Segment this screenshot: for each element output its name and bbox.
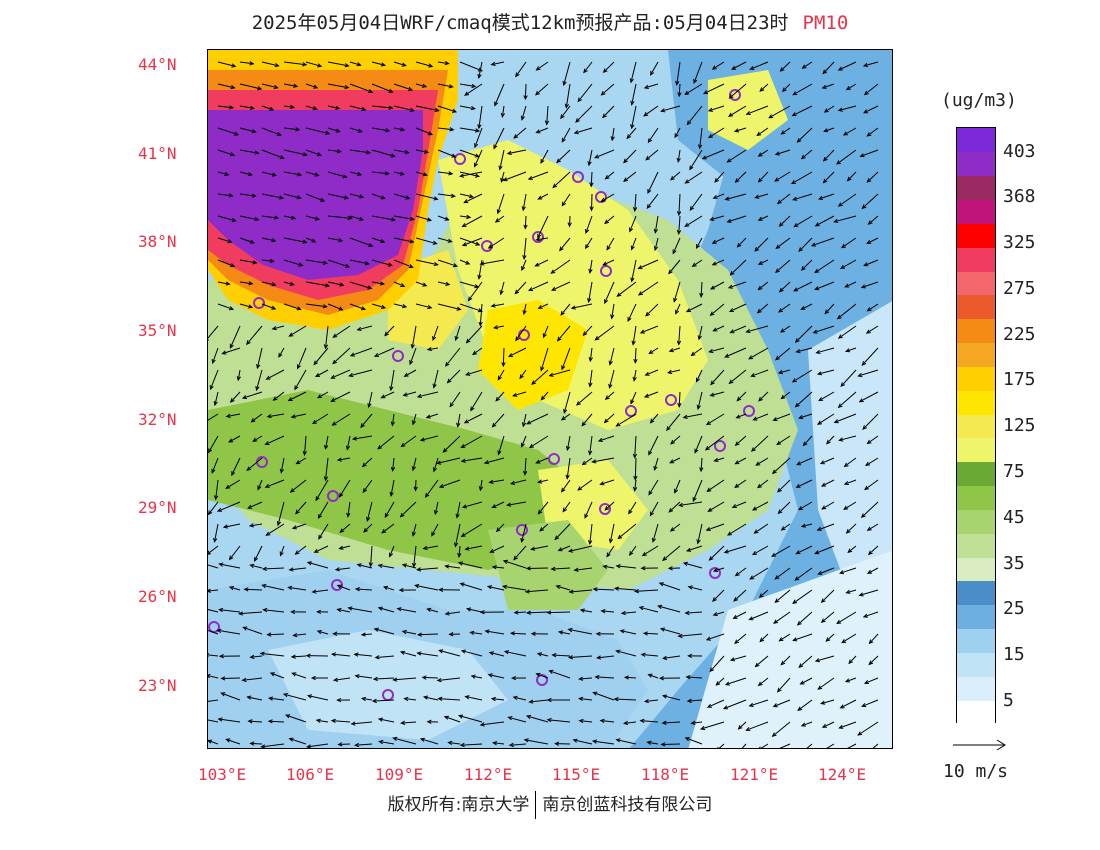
lat-label: 38°N (138, 232, 177, 251)
lon-label: 118°E (641, 765, 690, 784)
colorbar-segment (957, 557, 995, 582)
colorbar-segment (957, 318, 995, 344)
lat-label: 32°N (138, 410, 177, 429)
colorbar-label: 75 (1003, 461, 1025, 482)
colorbar-label: 125 (1003, 415, 1036, 436)
colorbar-label: 5 (1003, 690, 1014, 711)
pollution-map (207, 49, 893, 749)
lat-label: 29°N (138, 498, 177, 517)
lat-label: 26°N (138, 587, 177, 606)
colorbar-unit: (ug/m3) (941, 90, 1017, 111)
colorbar-segment (957, 604, 995, 630)
colorbar-label: 15 (1003, 644, 1025, 665)
wind-reference-label: 10 m/s (943, 761, 1009, 782)
colorbar-segment (957, 151, 995, 177)
colorbar-segment (957, 533, 995, 558)
colorbar-segment (957, 271, 995, 296)
colorbar-segment (957, 414, 995, 439)
colorbar-segment (957, 223, 995, 248)
lon-label: 124°E (818, 765, 867, 784)
colorbar-segment (957, 437, 995, 463)
lat-label: 23°N (138, 676, 177, 695)
colorbar-segment (957, 175, 995, 200)
colorbar-segment (957, 652, 995, 677)
title-variable: PM10 (802, 12, 849, 34)
footer-right: 南京创蓝科技有限公司 (542, 795, 713, 815)
colorbar-segment (957, 128, 995, 153)
colorbar-segment (957, 580, 995, 606)
lon-label: 121°E (730, 765, 779, 784)
copyright-footer: 版权所有:南京大学 南京创蓝科技有限公司 (0, 790, 1100, 819)
colorbar-segment (957, 247, 995, 272)
colorbar-segment (957, 628, 995, 653)
colorbar-label: 175 (1003, 369, 1036, 390)
colorbar (956, 127, 996, 725)
lon-label: 112°E (464, 765, 513, 784)
colorbar-label: 225 (1003, 324, 1036, 345)
lon-label: 109°E (375, 765, 424, 784)
colorbar-segment (957, 676, 995, 701)
title-text: 2025年05月04日WRF/cmaq模式12km预报产品:05月04日23时 (251, 12, 789, 34)
colorbar-label: 275 (1003, 278, 1036, 299)
colorbar-segment (957, 485, 995, 510)
colorbar-segment (957, 390, 995, 415)
colorbar-segment (957, 366, 995, 391)
colorbar-label: 368 (1003, 186, 1036, 207)
footer-divider (535, 791, 537, 819)
lat-label: 41°N (138, 144, 177, 163)
colorbar-segment (957, 294, 995, 320)
colorbar-segment (957, 461, 995, 487)
colorbar-label: 325 (1003, 232, 1036, 253)
wind-reference-arrow-icon (953, 739, 1006, 751)
footer-left: 版权所有:南京大学 (387, 795, 530, 815)
map-canvas (208, 50, 892, 748)
chart-title: 2025年05月04日WRF/cmaq模式12km预报产品:05月04日23时 P… (0, 8, 1100, 35)
lon-label: 103°E (198, 765, 247, 784)
colorbar-label: 35 (1003, 553, 1025, 574)
lon-label: 115°E (552, 765, 601, 784)
lat-label: 35°N (138, 321, 177, 340)
colorbar-segment (957, 342, 995, 367)
lon-label: 106°E (286, 765, 335, 784)
colorbar-label: 45 (1003, 507, 1025, 528)
colorbar-label: 403 (1003, 141, 1036, 162)
colorbar-label: 25 (1003, 598, 1025, 619)
colorbar-segment (957, 509, 995, 534)
colorbar-segment (957, 700, 995, 725)
colorbar-segment (957, 199, 995, 224)
lat-label: 44°N (138, 55, 177, 74)
